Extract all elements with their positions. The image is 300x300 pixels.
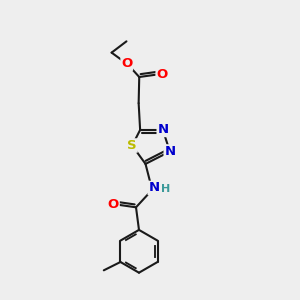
Text: N: N: [157, 123, 168, 136]
Text: O: O: [121, 57, 132, 70]
Text: O: O: [156, 68, 167, 80]
Text: N: N: [164, 145, 175, 158]
Text: O: O: [108, 198, 119, 211]
Text: N: N: [148, 182, 159, 194]
Text: S: S: [128, 139, 137, 152]
Text: H: H: [160, 184, 170, 194]
